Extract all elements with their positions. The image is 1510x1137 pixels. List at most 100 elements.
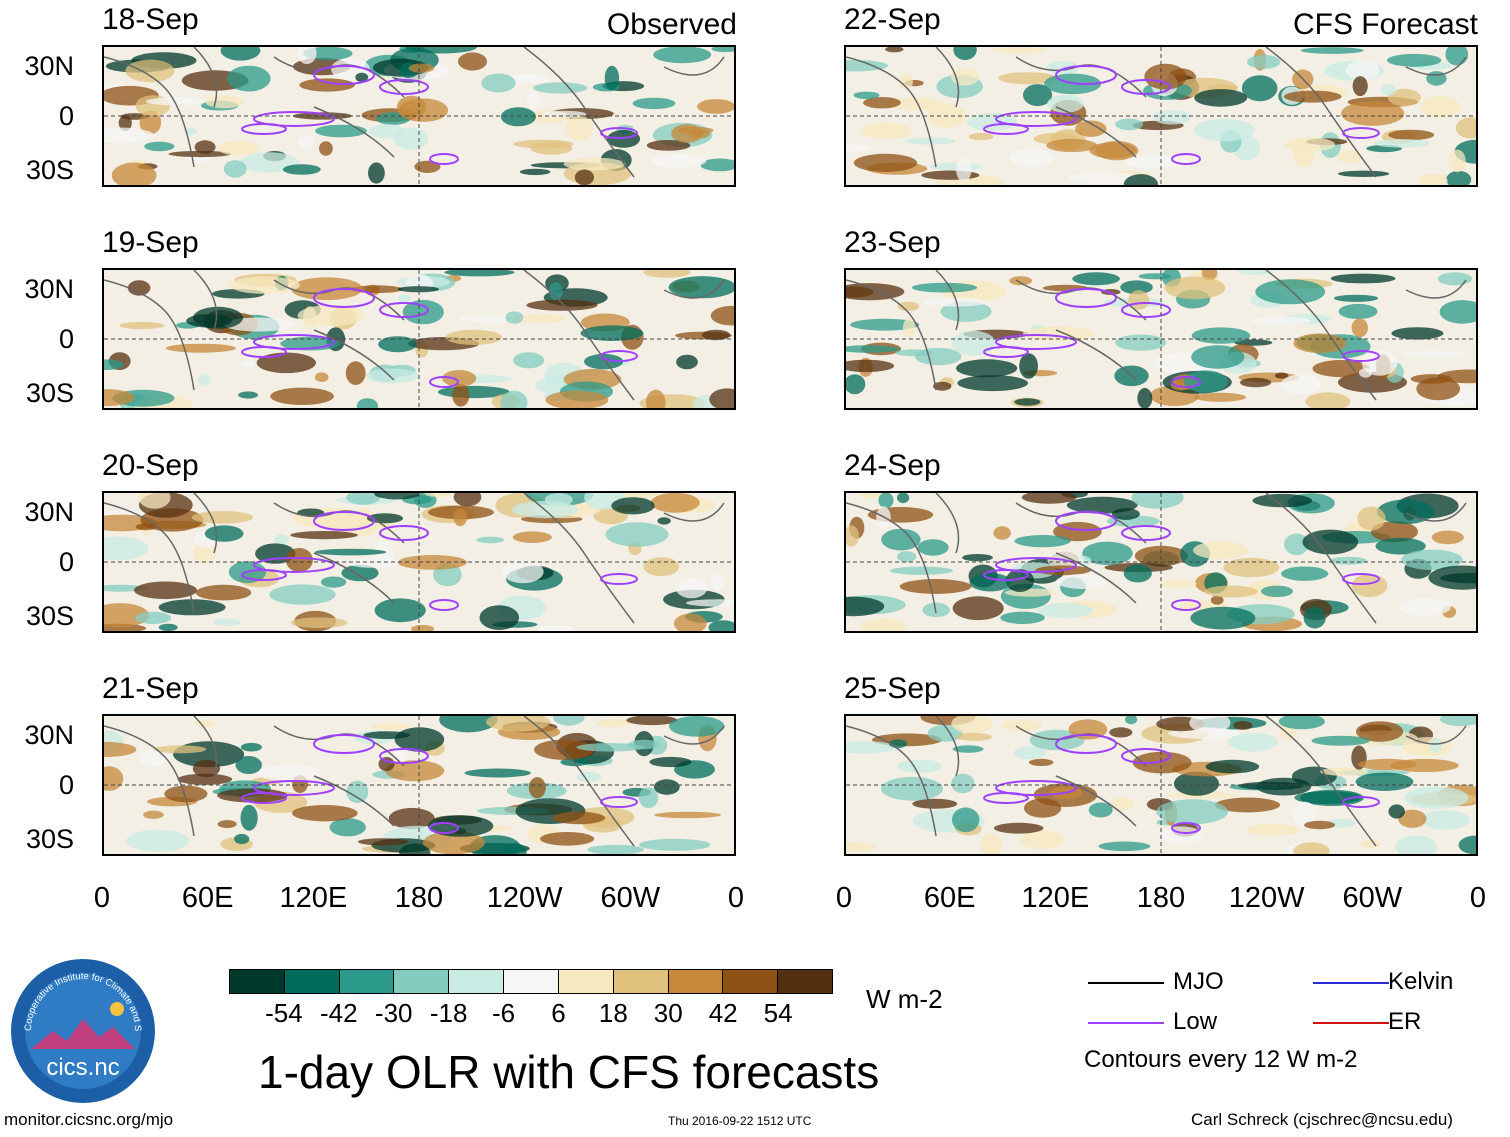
olr-anomaly-blob (270, 387, 334, 405)
olr-anomaly-blob (710, 305, 734, 326)
olr-anomaly-blob (1330, 273, 1396, 284)
low-contour (983, 569, 1029, 581)
olr-anomaly-blob (194, 140, 216, 154)
observed-header: Observed (606, 8, 737, 41)
olr-anomaly-blob (223, 160, 247, 178)
olr-anomaly-blob (881, 776, 943, 801)
coastline (935, 47, 960, 108)
olr-anomaly-blob (711, 47, 734, 53)
olr-map-right-4 (844, 714, 1478, 856)
low-contour (1121, 748, 1171, 764)
olr-anomaly-blob (951, 716, 993, 734)
olr-anomaly-blob (476, 536, 505, 544)
olr-anomaly-blob (422, 831, 485, 854)
olr-anomaly-blob (1173, 771, 1220, 796)
olr-anomaly-blob (650, 493, 700, 513)
olr-anomaly-blob (915, 347, 962, 366)
lon-tick-label: 180 (394, 882, 444, 914)
olr-anomaly-blob (846, 596, 885, 617)
olr-anomaly-blob (371, 723, 413, 730)
olr-anomaly-blob (195, 584, 252, 601)
coastline (663, 279, 725, 299)
olr-anomaly-blob (605, 522, 669, 547)
colorbar-tick-label: -54 (265, 998, 303, 1028)
olr-anomaly-blob (860, 122, 912, 140)
olr-anomaly-blob (513, 314, 565, 324)
olr-anomaly-blob (269, 584, 336, 605)
olr-anomaly-blob (481, 73, 516, 93)
footer-credit: Carl Schreck (cjschrec@ncsu.edu) (1191, 1110, 1453, 1129)
olr-map-right-1 (844, 45, 1478, 187)
coastline (1405, 502, 1467, 522)
olr-anomaly-blob (902, 318, 916, 339)
olr-anomaly-blob (297, 508, 325, 517)
olr-anomaly-blob (1009, 148, 1055, 167)
olr-anomaly-blob (1304, 820, 1336, 830)
coastline (935, 493, 960, 554)
olr-anomaly-blob (1123, 564, 1152, 583)
olr-anomaly-blob (540, 832, 595, 846)
logo-text: cics.nc (46, 1054, 119, 1081)
coastline (1265, 270, 1377, 401)
olr-anomaly-blob (876, 506, 891, 530)
colorbar-tick-label: 54 (763, 998, 793, 1028)
olr-anomaly-blob (846, 841, 877, 853)
olr-anomaly-blob (668, 276, 734, 299)
olr-anomaly-blob (299, 78, 355, 92)
olr-anomaly-blob (991, 47, 1047, 54)
olr-anomaly-blob (1021, 493, 1077, 504)
low-contour (241, 346, 287, 358)
olr-anomaly-blob (1088, 802, 1113, 818)
olr-anomaly-blob (184, 127, 198, 135)
olr-anomaly-blob (1284, 533, 1310, 556)
olr-anomaly-blob (649, 756, 692, 768)
olr-anomaly-blob (1356, 721, 1404, 742)
olr-anomaly-blob (1125, 716, 1138, 725)
olr-anomaly-blob (881, 528, 921, 551)
coastline (313, 775, 395, 827)
olr-anomaly-blob (241, 359, 256, 368)
olr-anomaly-blob (552, 811, 606, 825)
low-contour (600, 573, 638, 585)
olr-anomaly-blob (240, 742, 262, 752)
olr-anomaly-blob (709, 388, 734, 408)
olr-anomaly-blob (639, 838, 711, 851)
olr-anomaly-blob (227, 65, 271, 92)
olr-anomaly-blob (846, 359, 894, 373)
olr-anomaly-blob (956, 732, 992, 741)
low-contour (600, 796, 638, 808)
lat-tick-label: 30S (25, 601, 74, 631)
olr-anomaly-blob (526, 299, 598, 311)
olr-anomaly-blob (853, 91, 880, 99)
olr-anomaly-blob (708, 620, 734, 631)
coastline (104, 279, 195, 391)
olr-anomaly-blob (951, 330, 996, 356)
olr-anomaly-blob (1132, 751, 1192, 774)
low-contour (429, 376, 459, 388)
colorbar-swatch (558, 970, 614, 993)
panel-date-label: 25-Sep (844, 672, 941, 705)
lat-tick-label: 30N (24, 274, 74, 304)
olr-anomaly-blob (1014, 535, 1071, 548)
olr-anomaly-blob (1205, 759, 1260, 774)
olr-anomaly-blob (1240, 377, 1272, 388)
olr-anomaly-blob (889, 566, 953, 575)
coastline (523, 47, 635, 178)
low-contour (253, 334, 335, 350)
olr-anomaly-blob (193, 306, 243, 329)
olr-anomaly-blob (1391, 327, 1444, 340)
olr-anomaly-blob (1233, 721, 1253, 730)
olr-anomaly-blob (1439, 300, 1476, 324)
olr-anomaly-blob (1360, 840, 1381, 849)
olr-anomaly-blob (356, 398, 379, 408)
olr-anomaly-blob (153, 745, 207, 754)
olr-anomaly-blob (846, 345, 901, 353)
olr-anomaly-blob (638, 787, 659, 808)
olr-anomaly-blob (405, 47, 477, 54)
low-contour (1342, 796, 1380, 808)
olr-anomaly-blob (626, 716, 678, 726)
olr-anomaly-blob (969, 573, 1012, 592)
olr-anomaly-blob (563, 157, 626, 171)
low-contour (253, 557, 335, 573)
olr-anomaly-blob (1284, 137, 1335, 152)
